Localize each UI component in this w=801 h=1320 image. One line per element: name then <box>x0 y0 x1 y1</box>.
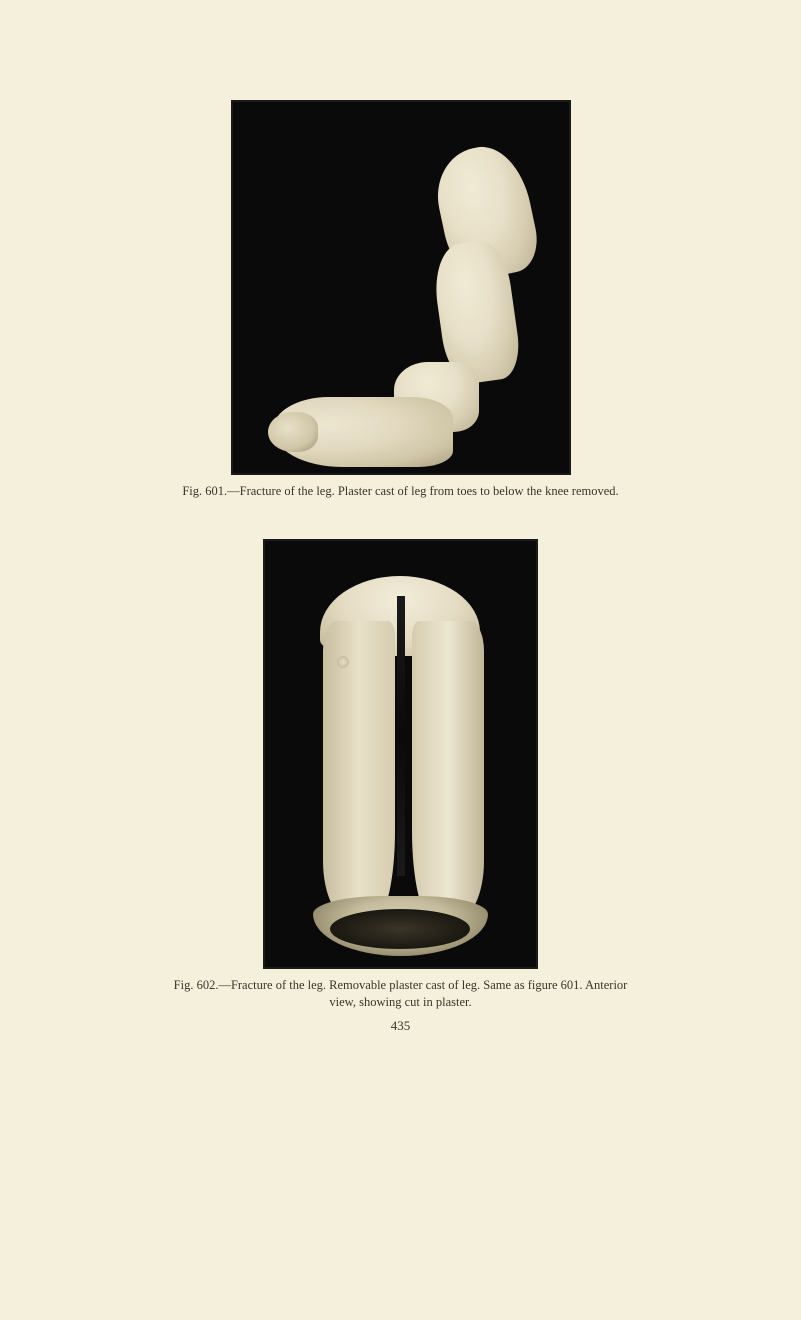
cast-toe-shape <box>268 412 318 452</box>
figure-2-caption-line-2: view, showing cut in plaster. <box>329 995 471 1009</box>
page-number: 435 <box>391 1018 411 1034</box>
figure-2-caption: Fig. 602.—Fracture of the leg. Removable… <box>174 977 628 1012</box>
figure-1-caption: Fig. 601.—Fracture of the leg. Plaster c… <box>182 483 618 501</box>
cast-right-half-shape <box>412 621 484 921</box>
page-container: Fig. 601.—Fracture of the leg. Plaster c… <box>0 0 801 1320</box>
cast-opening-shape <box>330 909 470 949</box>
figure-1-image <box>231 100 571 475</box>
cast-split-line-shape <box>397 596 405 876</box>
artifact-dot-shape <box>337 656 349 668</box>
figure-block-2: Fig. 602.—Fracture of the leg. Removable… <box>174 501 628 1034</box>
cast-left-half-shape <box>323 621 395 921</box>
figure-2-image <box>263 539 538 969</box>
figure-block-1: Fig. 601.—Fracture of the leg. Plaster c… <box>182 100 618 501</box>
figure-2-caption-line-1: Fig. 602.—Fracture of the leg. Removable… <box>174 978 628 992</box>
